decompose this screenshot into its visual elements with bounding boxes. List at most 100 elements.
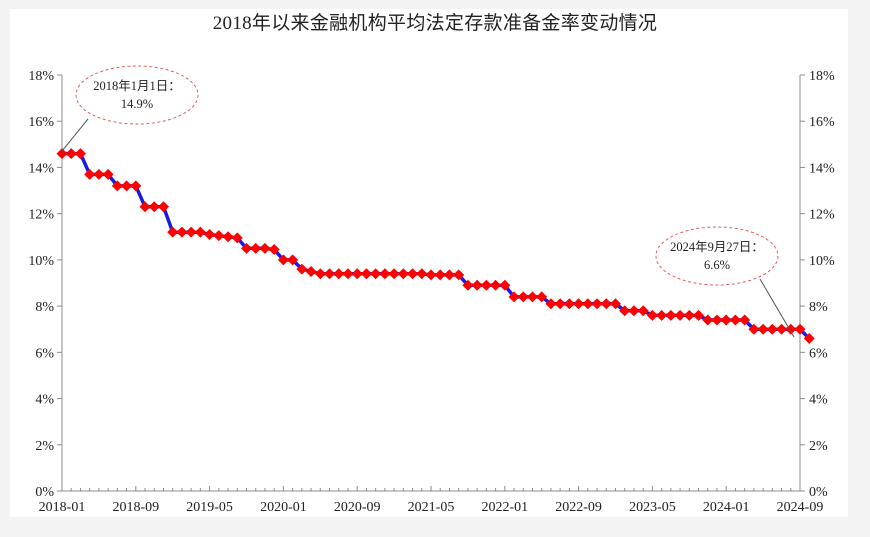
y-tick-label-right: 4% (809, 393, 828, 408)
data-marker (231, 232, 243, 244)
data-marker (554, 298, 566, 310)
data-marker (333, 268, 345, 280)
data-marker (600, 298, 612, 310)
data-marker (702, 314, 714, 326)
data-marker (241, 242, 252, 254)
data-marker (729, 314, 741, 326)
y-tick-label-right: 10% (809, 254, 835, 269)
x-tick-label: 2022-09 (555, 500, 602, 515)
data-marker (526, 291, 538, 303)
y-tick-label-left: 8% (35, 300, 54, 315)
annotation-ellipse (75, 65, 199, 125)
data-marker (259, 242, 271, 254)
data-marker (480, 279, 492, 291)
annotation-ellipse (655, 226, 779, 286)
y-tick-label-right: 8% (809, 300, 828, 315)
data-marker (324, 268, 336, 280)
chart-card (10, 9, 848, 517)
data-marker (176, 226, 188, 238)
data-marker (582, 298, 594, 310)
data-marker (748, 323, 760, 335)
data-marker (65, 148, 77, 160)
data-marker (93, 168, 105, 180)
x-tick-label: 2024-09 (777, 500, 824, 515)
data-marker (407, 268, 419, 280)
data-marker (711, 314, 723, 326)
data-marker (157, 201, 169, 213)
data-marker (776, 323, 788, 335)
annotation-value: 14.9% (121, 97, 153, 111)
y-tick-label-right: 2% (809, 439, 828, 454)
y-tick-label-left: 10% (28, 254, 54, 269)
data-marker (351, 268, 363, 280)
data-marker (739, 314, 751, 326)
data-marker (139, 201, 151, 213)
data-marker (148, 201, 160, 213)
data-marker (379, 268, 391, 280)
x-tick-label: 2022-01 (481, 500, 528, 515)
annotation-leader-line (759, 278, 795, 338)
data-marker (213, 230, 225, 242)
data-marker (757, 323, 769, 335)
data-marker (185, 226, 197, 238)
y-tick-label-left: 16% (28, 115, 54, 130)
data-marker (462, 279, 474, 291)
y-tick-label-left: 0% (35, 485, 54, 500)
y-tick-label-left: 4% (35, 393, 54, 408)
data-marker (720, 314, 732, 326)
y-tick-label-right: 16% (809, 115, 835, 130)
annotation-date: 2018年1月1日： (93, 79, 181, 93)
chart-title: 2018年以来金融机构平均法定存款准备金率变动情况 (212, 13, 658, 34)
data-marker (296, 263, 308, 275)
data-marker (305, 265, 317, 277)
data-marker (683, 309, 695, 321)
data-marker (453, 269, 465, 281)
data-marker (803, 332, 815, 344)
y-tick-label-left: 6% (35, 346, 54, 361)
y-tick-label-left: 12% (28, 208, 54, 223)
x-tick-label: 2024-01 (703, 500, 750, 515)
data-marker (517, 291, 529, 303)
y-tick-label-right: 18% (809, 69, 835, 84)
x-tick-label: 2021-05 (408, 500, 455, 515)
data-marker (545, 298, 557, 310)
data-marker (130, 180, 142, 192)
data-marker (508, 291, 520, 303)
data-marker (74, 148, 86, 160)
x-tick-label: 2019-05 (186, 500, 233, 515)
data-marker (434, 269, 446, 281)
data-marker (619, 305, 631, 317)
data-marker (388, 268, 400, 280)
x-tick-label: 2018-01 (39, 500, 86, 515)
data-marker (287, 254, 299, 266)
data-marker (268, 243, 280, 255)
data-marker (665, 309, 677, 321)
data-marker (167, 226, 179, 238)
y-tick-label-left: 2% (35, 439, 54, 454)
data-marker (222, 231, 234, 243)
data-marker (591, 298, 603, 310)
data-marker (111, 180, 123, 192)
data-marker (416, 268, 428, 280)
data-marker (121, 180, 133, 192)
data-marker (194, 226, 206, 238)
y-tick-label-left: 18% (28, 69, 54, 84)
y-tick-label-right: 14% (809, 161, 835, 176)
y-tick-label-right: 0% (809, 485, 828, 500)
y-tick-label-right: 6% (809, 346, 828, 361)
y-tick-label-left: 14% (28, 161, 54, 176)
data-marker (314, 268, 326, 280)
data-marker (490, 279, 502, 291)
x-tick-label: 2018-09 (112, 500, 159, 515)
data-marker (56, 148, 68, 160)
data-marker (471, 279, 483, 291)
data-marker (397, 268, 409, 280)
data-marker (443, 269, 455, 281)
data-marker (102, 168, 114, 180)
x-tick-label: 2020-01 (260, 500, 307, 515)
x-tick-label: 2020-09 (334, 500, 381, 515)
data-marker (563, 298, 575, 310)
data-marker (573, 298, 585, 310)
data-marker (693, 309, 705, 321)
